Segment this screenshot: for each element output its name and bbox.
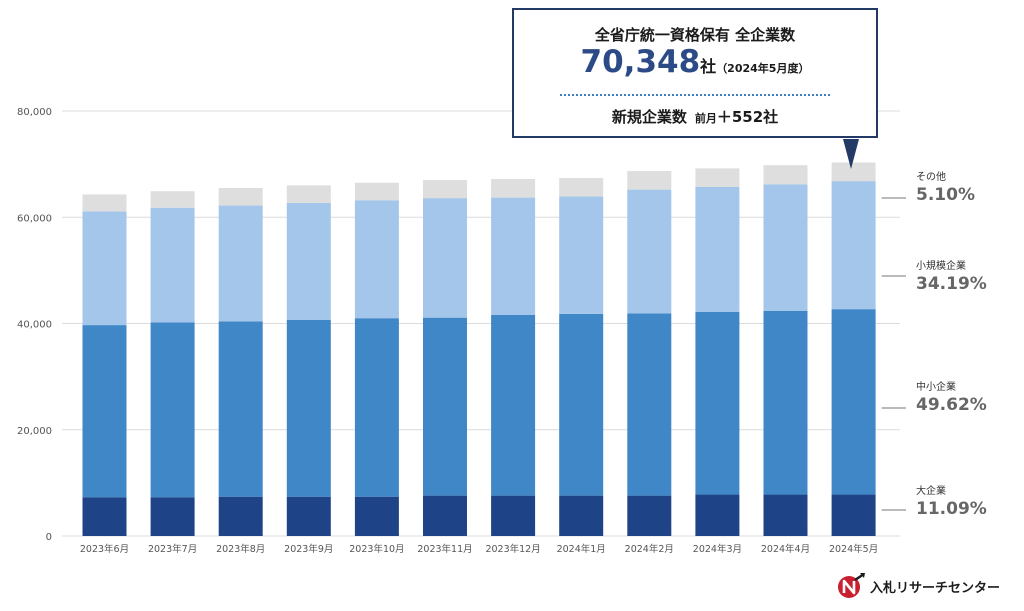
bar-segment bbox=[82, 497, 127, 536]
x-tick-label: 2023年7月 bbox=[148, 543, 197, 555]
y-tick-label: 80,000 bbox=[17, 107, 52, 118]
segment-connector-lines bbox=[881, 197, 906, 511]
y-tick-label: 0 bbox=[46, 532, 52, 543]
segment-label-other: その他 5.10% bbox=[916, 172, 975, 206]
callout-title: 全省庁統一資格保有 全企業数 bbox=[594, 26, 796, 44]
x-tick-label: 2023年10月 bbox=[349, 543, 404, 555]
nyusatsu-logo-icon bbox=[838, 573, 865, 598]
bar-segment bbox=[218, 188, 263, 206]
x-tick-label: 2024年2月 bbox=[625, 543, 674, 555]
bar-segment bbox=[286, 496, 331, 536]
segment-percent: 34.19% bbox=[916, 274, 987, 294]
segment-percent: 5.10% bbox=[916, 185, 975, 205]
bar-segment bbox=[491, 197, 536, 315]
bar-segment bbox=[354, 496, 399, 536]
bar-segment bbox=[150, 497, 195, 536]
bar-segment bbox=[627, 171, 672, 190]
bar-segment bbox=[150, 322, 195, 498]
y-tick-label: 40,000 bbox=[17, 320, 52, 331]
x-tick-label: 2023年8月 bbox=[216, 543, 265, 555]
segment-label-sme: 中小企業 49.62% bbox=[916, 382, 987, 416]
callout-total: 70,348 bbox=[580, 44, 701, 80]
y-tick-label: 20,000 bbox=[17, 426, 52, 437]
callout-new-row: 新規企業数 前月＋552社 bbox=[514, 106, 876, 127]
bar-segment bbox=[559, 196, 604, 314]
bar-segment bbox=[423, 198, 467, 318]
x-tick-label: 2023年6月 bbox=[80, 543, 129, 555]
bar-segment bbox=[286, 319, 331, 497]
segment-name: 小規模企業 bbox=[916, 261, 966, 272]
bar-segment bbox=[559, 495, 604, 536]
bar-segment bbox=[354, 182, 399, 201]
chart-gridlines bbox=[62, 110, 900, 537]
bar-segment bbox=[218, 205, 263, 322]
callout-new-value: ＋552社 bbox=[716, 108, 779, 126]
callout-prev-label: 前月 bbox=[694, 112, 717, 125]
bar-segment bbox=[82, 211, 127, 326]
x-axis: 2023年6月 2023年7月 2023年8月 2023年9月 2023年10月 2023… bbox=[80, 543, 878, 555]
bar-segment bbox=[423, 495, 467, 536]
x-tick-label: 2023年12月 bbox=[485, 543, 540, 555]
y-tick-label: 60,000 bbox=[17, 213, 52, 224]
bar-segment bbox=[695, 311, 740, 495]
bar-segment bbox=[82, 325, 127, 498]
bar-segment bbox=[831, 309, 876, 495]
segment-percent: 49.62% bbox=[916, 395, 987, 415]
bar-segment bbox=[491, 315, 536, 496]
x-tick-label: 2024年5月 bbox=[829, 543, 878, 555]
y-axis: 0 20,000 40,000 60,000 80,000 bbox=[17, 107, 52, 543]
callout-dotted-divider bbox=[560, 94, 830, 96]
x-tick-label: 2023年11月 bbox=[417, 543, 472, 555]
segment-percent: 11.09% bbox=[916, 499, 987, 519]
bar-segment bbox=[763, 184, 808, 311]
bar-segment bbox=[82, 194, 127, 212]
chart-bars bbox=[82, 162, 876, 536]
segment-name: その他 bbox=[916, 172, 946, 183]
bar-segment bbox=[354, 318, 399, 497]
bar-segment bbox=[831, 181, 876, 310]
x-tick-label: 2023年9月 bbox=[284, 543, 333, 555]
segment-name: 中小企業 bbox=[916, 382, 956, 393]
segment-name: 大企業 bbox=[916, 486, 946, 497]
x-tick-label: 2024年1月 bbox=[557, 543, 606, 555]
bar-segment bbox=[286, 185, 331, 203]
bar-segment bbox=[150, 191, 195, 208]
callout-period-note: （2024年5月度） bbox=[716, 62, 810, 75]
bar-segment bbox=[491, 179, 536, 198]
bar-segment bbox=[831, 494, 876, 536]
bar-segment bbox=[695, 168, 740, 187]
bar-segment bbox=[218, 496, 263, 536]
bar-segment bbox=[627, 313, 672, 496]
brand-name: 入札リサーチセンター bbox=[870, 580, 1001, 596]
segment-label-large: 大企業 11.09% bbox=[916, 486, 987, 520]
bar-segment bbox=[423, 180, 467, 199]
bar-segment bbox=[627, 189, 672, 314]
bar-segment bbox=[763, 165, 808, 185]
bar-segment bbox=[763, 310, 808, 495]
callout-new-label: 新規企業数 bbox=[611, 108, 687, 126]
bar-segment bbox=[423, 317, 467, 496]
x-tick-label: 2024年3月 bbox=[693, 543, 742, 555]
segment-label-small-business: 小規模企業 34.19% bbox=[916, 261, 987, 295]
callout-total-unit: 社 bbox=[700, 57, 717, 76]
x-tick-label: 2024年4月 bbox=[761, 543, 810, 555]
bar-segment bbox=[559, 177, 604, 197]
bar-segment bbox=[559, 313, 604, 496]
bar-segment bbox=[286, 202, 331, 320]
bar-segment bbox=[218, 321, 263, 497]
callout-total-row: 70,348社（2024年5月度） bbox=[514, 44, 876, 80]
callout-pointer-arrow bbox=[843, 139, 859, 169]
bar-segment bbox=[831, 162, 876, 182]
bar-segment bbox=[491, 495, 536, 536]
bar-segment bbox=[354, 200, 399, 319]
bar-segment bbox=[627, 495, 672, 536]
brand-logo: 入札リサーチセンター bbox=[836, 572, 1000, 600]
summary-callout: 全省庁統一資格保有 全企業数 70,348社（2024年5月度） 新規企業数 前月… bbox=[512, 8, 878, 138]
bar-segment bbox=[695, 186, 740, 312]
bar-segment bbox=[695, 494, 740, 536]
bar-segment bbox=[150, 207, 195, 323]
bar-segment bbox=[763, 494, 808, 536]
